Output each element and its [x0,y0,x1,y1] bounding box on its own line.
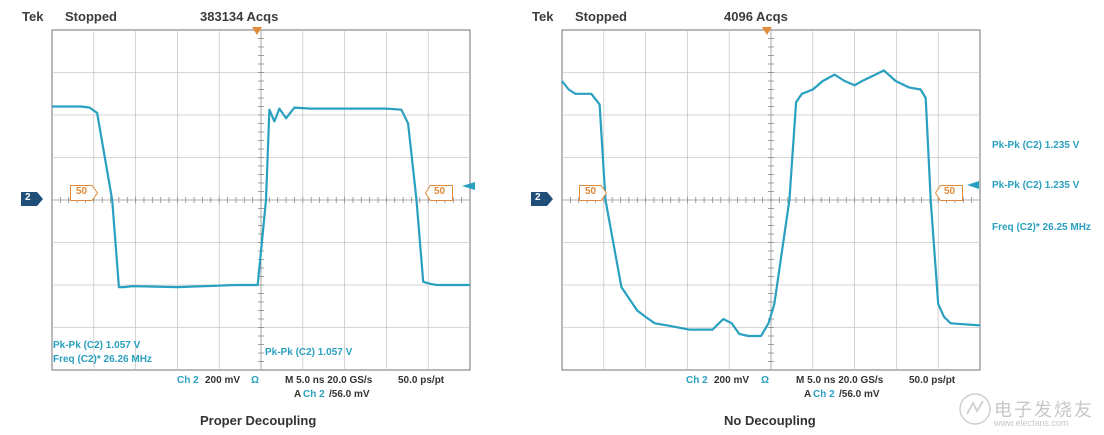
scope-screen-left [51,27,475,371]
acquisition-state: Stopped [575,9,627,24]
footer-trigger-level: /56.0 mV [839,389,880,400]
channel-number: 2 [25,192,31,203]
channel-2-marker: 2 [531,192,553,206]
graticule [51,29,471,371]
ref-badge-right: 50 [434,186,446,197]
site-watermark: 电子发烧友 www.elecfans.com [958,390,1098,430]
trigger-level-arrow-icon [462,182,475,190]
footer-channel: Ch 2 [177,375,199,386]
channel-number: 2 [535,192,541,203]
trigger-level-arrow-icon [967,181,979,189]
acquisition-state: Stopped [65,9,117,24]
figure-caption: No Decoupling [724,413,816,428]
footer-impedance: Ω [761,375,770,386]
footer-impedance: Ω [251,375,260,386]
footer-timebase: M 5.0 ns 20.0 GS/s [285,375,373,386]
brand-label: Tek [532,9,554,24]
channel-marker-shape [531,192,553,206]
ref-badge-right-icon [935,185,963,201]
ref-badge-right: 50 [944,186,956,197]
trigger-position-icon [762,27,772,35]
waveform-trace [52,105,470,289]
measurement-pkpk: Pk-Pk (C2) 1.057 V [53,340,141,351]
graticule [561,29,981,371]
ref-badge-right-icon [425,185,453,201]
acquisition-count: 383134 Acqs [200,9,279,24]
watermark-text: 电子发烧友 [994,400,1094,421]
footer-resolution: 50.0 ps/pt [909,375,956,386]
ref-badge-left-icon [579,185,607,201]
footer-timebase: M 5.0 ns 20.0 GS/s [796,375,884,386]
footer-trigger-label: A [294,389,302,400]
footer-trigger-channel: Ch 2 [303,389,325,400]
footer-trigger-label: A [804,389,812,400]
footer-resolution: 50.0 ps/pt [398,375,445,386]
brand-label: Tek [22,9,44,24]
scope-left-panel: Tek Stopped 383134 Acqs 2 50 50 Pk-Pk (C… [0,0,480,435]
side-measurement-pkpk-second: Pk-Pk (C2) 1.235 V [992,180,1080,191]
ref-badge-left: 50 [585,186,597,197]
footer-scale: 200 mV [714,375,750,386]
watermark-url: www.elecfans.com [994,418,1069,428]
ref-badge-left-icon [70,185,98,201]
side-measurement-pkpk: Pk-Pk (C2) 1.235 V [992,140,1080,151]
channel-marker-shape [21,192,43,206]
footer-channel: Ch 2 [686,375,708,386]
scope-screen-right [561,27,981,371]
footer-scale: 200 mV [205,375,241,386]
figure-caption: Proper Decoupling [200,413,317,428]
scope-right-panel: Tek Stopped 4096 Acqs 2 50 50 Ch 2 200 m… [510,0,990,435]
ref-badge-left: 50 [76,186,88,197]
footer-trigger-channel: Ch 2 [813,389,835,400]
footer-trigger-level: /56.0 mV [329,389,370,400]
measurement-freq: Freq (C2)* 26.26 MHz [53,354,152,365]
acquisition-count: 4096 Acqs [724,9,788,24]
channel-2-marker: 2 [21,192,43,206]
waveform-trace [561,69,981,338]
trigger-position-icon [252,27,262,35]
measurement-pkpk-second: Pk-Pk (C2) 1.057 V [265,347,353,358]
watermark-logo-icon [959,393,991,425]
side-measurement-freq: Freq (C2)* 26.25 MHz [992,222,1091,233]
